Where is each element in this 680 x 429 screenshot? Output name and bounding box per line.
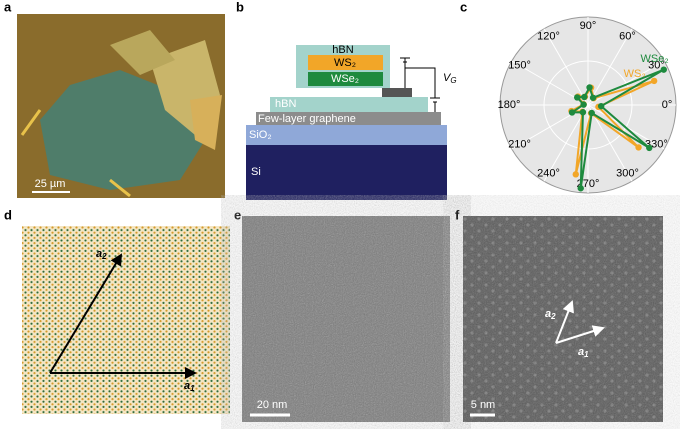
vector-sub: 2 — [101, 252, 107, 261]
gate-main: V — [443, 72, 452, 84]
layer-label: Few-layer graphene — [258, 113, 356, 125]
vector-label: a2 — [545, 308, 556, 321]
vector-arrow — [555, 300, 574, 344]
panel-letter: f — [455, 207, 460, 222]
angle-label: 90° — [580, 20, 597, 32]
vector-sub: 1 — [584, 350, 589, 359]
data-point — [580, 101, 587, 108]
angle-label: 60° — [619, 30, 636, 42]
data-point — [660, 66, 667, 73]
data-point — [573, 94, 581, 101]
tem-image — [242, 216, 450, 422]
optical-image — [17, 14, 225, 198]
data-point — [635, 144, 642, 151]
scale-bar-label: 20 nm — [257, 399, 288, 411]
panel-letter: c — [460, 0, 467, 14]
panel-letter: a — [4, 0, 12, 14]
spoke — [587, 104, 633, 182]
vector-main: a — [184, 380, 190, 392]
angle-label: 300° — [616, 167, 639, 179]
device-schematic — [246, 45, 447, 200]
layer-label: WS₂ — [334, 57, 356, 69]
vector-label: a1 — [184, 380, 195, 393]
data-point — [650, 77, 658, 85]
angle-label: 30° — [648, 59, 665, 71]
spoke — [587, 28, 633, 106]
angle-label: 150° — [508, 59, 531, 71]
gate-sub: G — [450, 76, 456, 85]
angle-label: 120° — [537, 30, 560, 42]
spoke — [543, 104, 589, 182]
vector-main: a — [545, 308, 551, 320]
data-point — [581, 93, 588, 101]
angle-label: 210° — [508, 138, 531, 150]
data-point — [572, 171, 579, 178]
layer-label: hBN — [332, 44, 353, 56]
vector-sub: 2 — [550, 312, 556, 321]
layer-label: SiO₂ — [249, 129, 272, 141]
tem-image — [463, 216, 663, 422]
data-point — [568, 109, 576, 116]
vector-label: a2 — [96, 248, 107, 261]
layer-label: hBN — [275, 98, 296, 110]
angle-label: 240° — [537, 167, 560, 179]
data-point — [586, 84, 593, 91]
lattice-image — [22, 226, 230, 414]
vector-label: a1 — [578, 346, 589, 359]
vector-main: a — [96, 248, 102, 260]
data-point — [577, 185, 584, 192]
data-point — [588, 109, 595, 117]
vector-main: a — [578, 346, 584, 358]
panel-letter: e — [234, 207, 241, 222]
vector-arrow — [49, 253, 123, 374]
spoke — [587, 60, 665, 106]
angle-label: 180° — [498, 99, 521, 111]
data-point — [589, 94, 597, 101]
series-label: WS₂ — [624, 68, 646, 80]
gate-label: VG — [443, 72, 457, 85]
vector-sub: 1 — [190, 384, 195, 393]
panel-letter: b — [236, 0, 244, 14]
data-point — [597, 102, 605, 110]
layer-label: Si — [251, 166, 261, 178]
data-point — [646, 144, 653, 152]
series-label: WSe₂ — [641, 53, 669, 65]
spoke — [543, 28, 589, 106]
layer-label: WSe₂ — [331, 73, 359, 85]
scale-bar-label: 25 µm — [35, 178, 66, 190]
panel-letter: d — [4, 207, 12, 222]
polar-chart: 90°60°30°0°330°300°270°240°210°180°150°1… — [498, 16, 677, 194]
vector-arrow — [555, 325, 605, 344]
data-point — [579, 109, 587, 116]
scale-bar-label: 5 nm — [471, 399, 495, 411]
angle-label: 0° — [662, 99, 673, 111]
